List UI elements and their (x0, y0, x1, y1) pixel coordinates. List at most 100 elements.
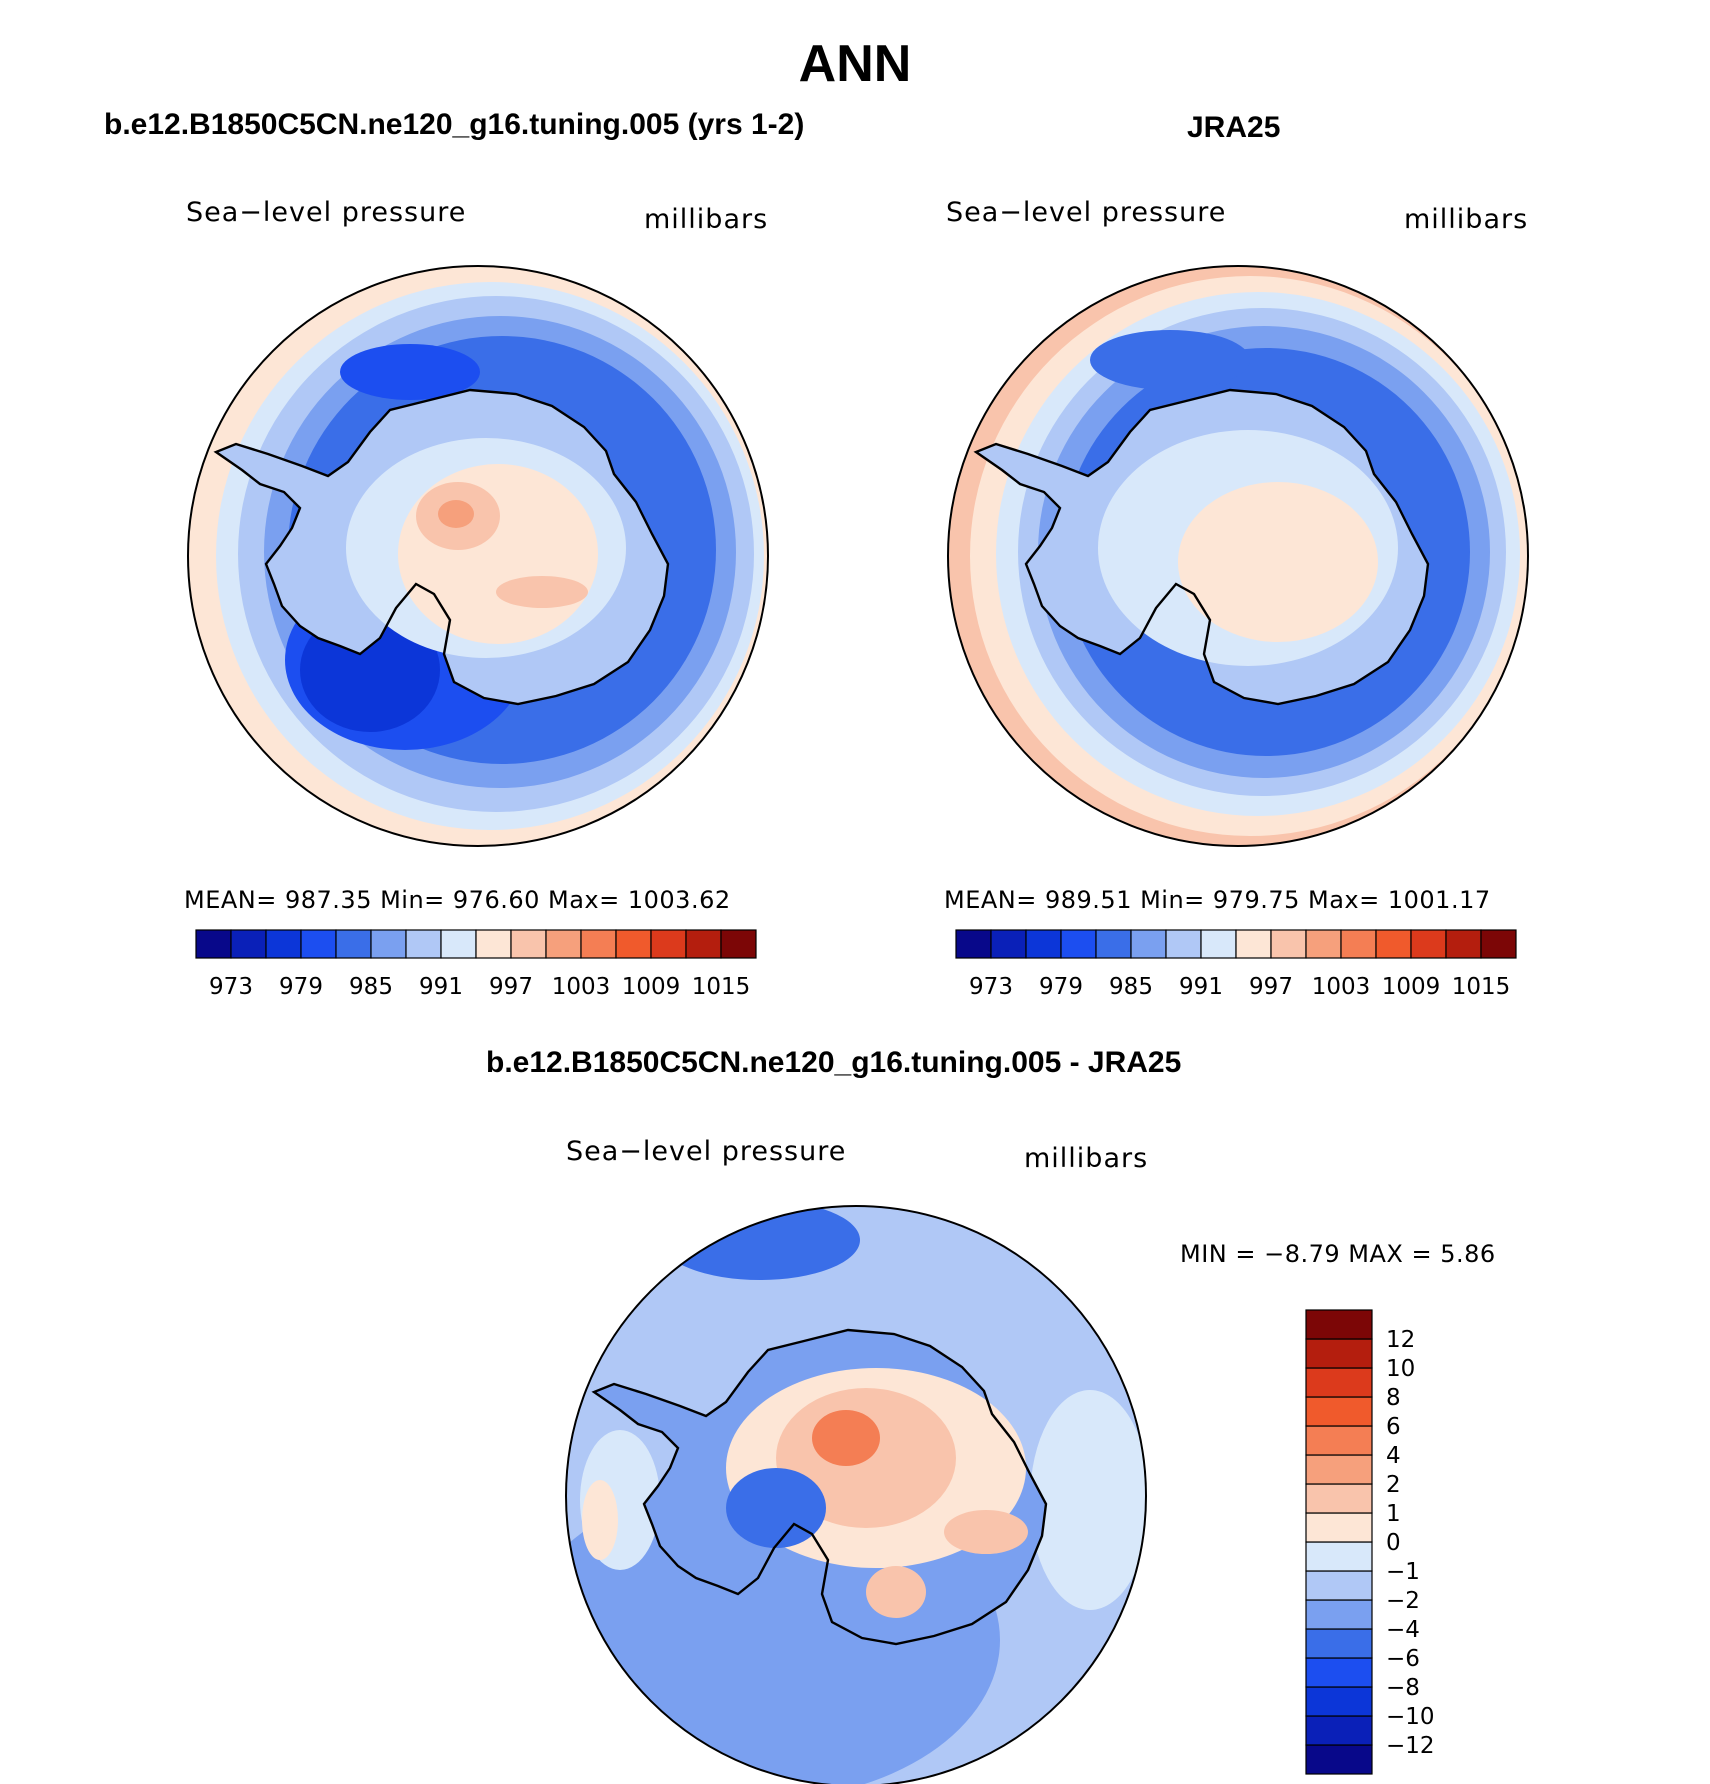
diff-colorbar-swatch (1305, 1309, 1373, 1340)
obs-colorbar-swatch (1410, 929, 1447, 959)
diff-east-light (1030, 1390, 1146, 1610)
model-colorbar-swatch (335, 929, 372, 959)
diff-colorbar-tick-label: 8 (1386, 1385, 1401, 1411)
obs-colorbar-tick-label: 973 (969, 974, 1013, 1000)
diff-colorbar-tick-label: 12 (1386, 1327, 1415, 1353)
obs-colorbar-swatch (1025, 929, 1062, 959)
model-colorbar-swatch (405, 929, 442, 959)
model-colorbar-tick-label: 1015 (692, 974, 751, 1000)
model-colorbar-swatch (720, 929, 757, 959)
figure-title: ANN (798, 35, 912, 93)
model-colorbar-swatch (370, 929, 407, 959)
obs-colorbar-swatch (1095, 929, 1132, 959)
model-colorbar-tick-label: 973 (209, 974, 253, 1000)
model-colorbar-swatch (440, 929, 477, 959)
diff-variable-label: Sea−level pressure (566, 1136, 847, 1167)
model-variable-label: Sea−level pressure (186, 197, 467, 228)
obs-colorbar-swatch (1270, 929, 1307, 959)
diff-colorbar-tick-label: −12 (1386, 1733, 1435, 1759)
obs-colorbar-swatch (955, 929, 992, 959)
obs-colorbar: 973 979 985 991 997 1003 1009 1015 (955, 929, 1517, 1000)
model-colorbar-swatch (230, 929, 267, 959)
model-colorbar: 973 979 985 991 997 1003 1009 1015 (195, 929, 757, 1000)
diff-colorbar-swatch (1305, 1657, 1373, 1688)
model-colorbar-tick-label: 1009 (622, 974, 681, 1000)
model-colorbar-swatch (685, 929, 722, 959)
diff-colorbar-swatch (1305, 1483, 1373, 1514)
obs-colorbar-tick-label: 985 (1109, 974, 1153, 1000)
model-colorbar-swatch (545, 929, 582, 959)
obs-colorbar-tick-label: 997 (1249, 974, 1293, 1000)
model-colorbar-swatch (615, 929, 652, 959)
diff-plateau-3 (812, 1410, 880, 1466)
obs-map-border (947, 265, 1529, 847)
obs-variable-label: Sea−level pressure (946, 197, 1227, 228)
diff-plateau-neg (726, 1468, 826, 1548)
obs-colorbar-swatch (1375, 929, 1412, 959)
obs-colorbar-tick-label: 1009 (1382, 974, 1441, 1000)
diff-colorbar-swatch (1305, 1715, 1373, 1746)
obs-colorbar-tick-label: 1003 (1312, 974, 1371, 1000)
obs-stats: MEAN= 989.51 Min= 979.75 Max= 1001.17 (944, 886, 1491, 914)
obs-low-north (1090, 330, 1250, 390)
model-plateau-5 (438, 500, 474, 528)
obs-colorbar-swatch (1235, 929, 1272, 959)
diff-units-label: millibars (1024, 1143, 1149, 1174)
model-colorbar-swatch (510, 929, 547, 959)
diff-map (566, 1206, 1146, 1784)
obs-colorbar-swatch (1165, 929, 1202, 959)
obs-colorbar-swatch (1200, 929, 1237, 959)
model-colorbar-tick-label: 991 (419, 974, 463, 1000)
model-low-north (340, 344, 480, 400)
diff-colorbar-swatch (1305, 1396, 1373, 1427)
model-colorbar-tick-label: 985 (349, 974, 393, 1000)
model-units-label: millibars (644, 204, 769, 235)
model-colorbar-swatch (475, 929, 512, 959)
diff-colorbar-tick-label: 10 (1386, 1356, 1415, 1382)
obs-colorbar-tick-label: 1015 (1452, 974, 1511, 1000)
diff-colorbar-tick-label: −8 (1386, 1675, 1420, 1701)
obs-map (948, 266, 1528, 846)
model-colorbar-swatch (265, 929, 302, 959)
diff-colorbar-swatch (1305, 1686, 1373, 1717)
obs-colorbar-swatch (1130, 929, 1167, 959)
diff-colorbar-swatch (1305, 1570, 1373, 1601)
obs-colorbar-swatch (1480, 929, 1517, 959)
diff-panel-title: b.e12.B1850C5CN.ne120_g16.tuning.005 - J… (486, 1046, 1182, 1079)
obs-colorbar-swatch (990, 929, 1027, 959)
diff-plateau-4 (944, 1510, 1028, 1554)
diff-stats: MIN = −8.79 MAX = 5.86 (1180, 1240, 1496, 1268)
obs-colorbar-swatch (1305, 929, 1342, 959)
diff-colorbar-swatch (1305, 1512, 1373, 1543)
obs-units-label: millibars (1404, 204, 1529, 235)
obs-plateau-2 (1178, 482, 1378, 642)
diff-colorbar-swatch (1305, 1454, 1373, 1485)
diff-colorbar-swatch (1305, 1338, 1373, 1369)
obs-colorbar-tick-label: 991 (1179, 974, 1223, 1000)
diff-colorbar-tick-label: 1 (1386, 1501, 1401, 1527)
diff-colorbar-swatch (1305, 1425, 1373, 1456)
diff-colorbar-tick-label: 0 (1386, 1530, 1401, 1556)
obs-colorbar-swatch (1340, 929, 1377, 959)
obs-colorbar-swatch (1060, 929, 1097, 959)
obs-colorbar-tick-label: 979 (1039, 974, 1083, 1000)
model-colorbar-swatch (195, 929, 232, 959)
model-map-border (187, 265, 769, 847)
diff-map-border (565, 1205, 1147, 1784)
obs-panel-title: JRA25 (1187, 111, 1281, 144)
model-plateau-4 (496, 576, 588, 608)
diff-colorbar-tick-label: −10 (1386, 1704, 1435, 1730)
diff-colorbar-swatch (1305, 1599, 1373, 1630)
diff-colorbar-tick-label: 4 (1386, 1443, 1401, 1469)
diff-colorbar-swatch (1305, 1628, 1373, 1659)
model-map (188, 266, 768, 846)
model-colorbar-swatch (300, 929, 337, 959)
diff-plateau-5 (866, 1566, 926, 1618)
diff-colorbar-tick-label: 2 (1386, 1472, 1401, 1498)
diff-west-pos (582, 1480, 618, 1560)
obs-colorbar-swatch (1445, 929, 1482, 959)
diff-colorbar-tick-label: −6 (1386, 1646, 1420, 1672)
model-colorbar-tick-label: 979 (279, 974, 323, 1000)
